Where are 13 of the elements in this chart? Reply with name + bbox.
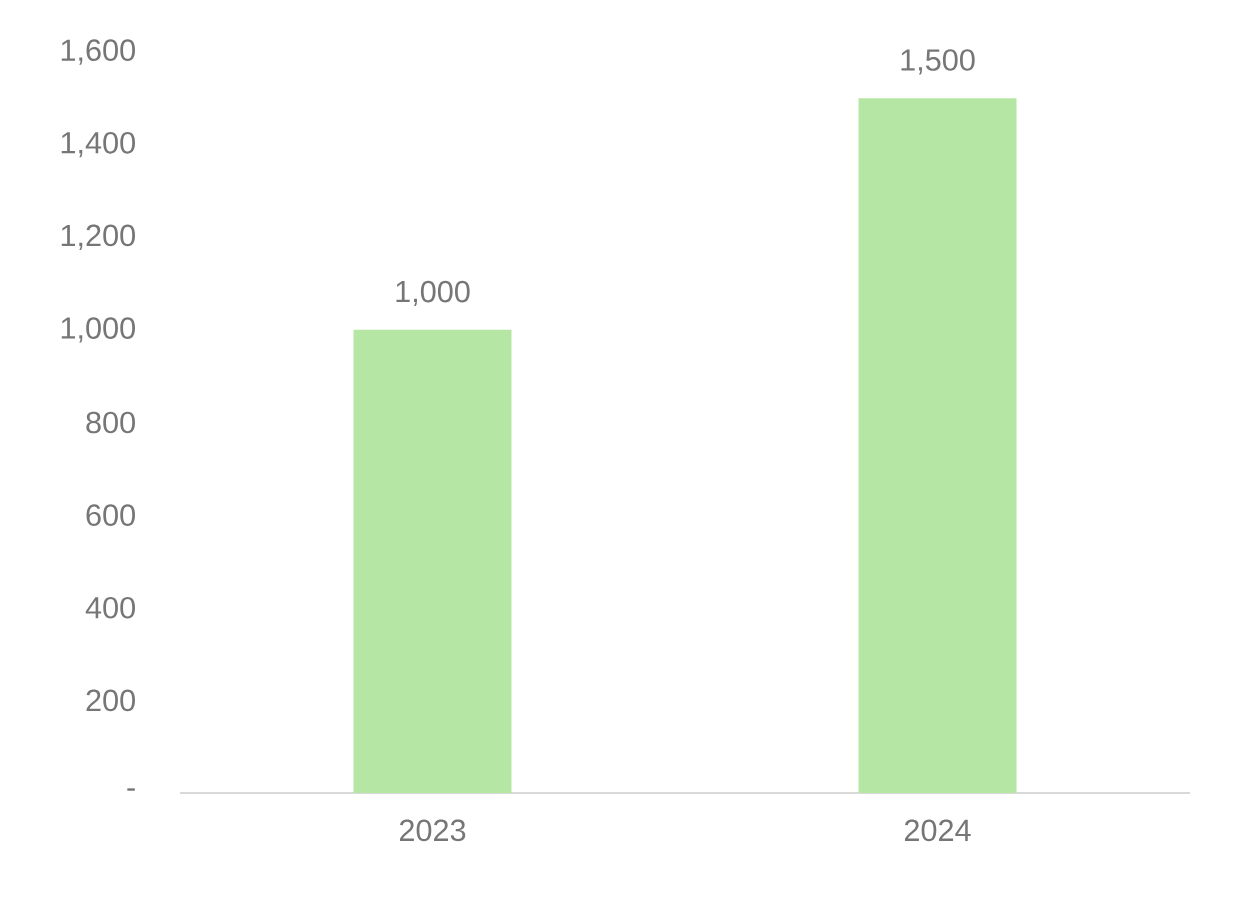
y-tick-label: 600 bbox=[86, 504, 135, 526]
x-tick-label: 2024 bbox=[904, 819, 971, 842]
x-tick-label: 2023 bbox=[399, 819, 466, 842]
data-label: 1,500 bbox=[901, 49, 975, 75]
y-tick-label: 800 bbox=[86, 411, 135, 434]
y-tick-label: 400 bbox=[85, 596, 135, 619]
y-tick-label: - bbox=[127, 788, 135, 791]
y-tick-label: 1,600 bbox=[61, 39, 135, 65]
y-tick-label: 1,400 bbox=[61, 131, 135, 158]
y-tick-label: 1,200 bbox=[61, 224, 135, 250]
y-tick-label: 200 bbox=[86, 689, 135, 712]
y-tick-label: 1,000 bbox=[61, 317, 135, 343]
data-label: 1,000 bbox=[396, 280, 470, 307]
